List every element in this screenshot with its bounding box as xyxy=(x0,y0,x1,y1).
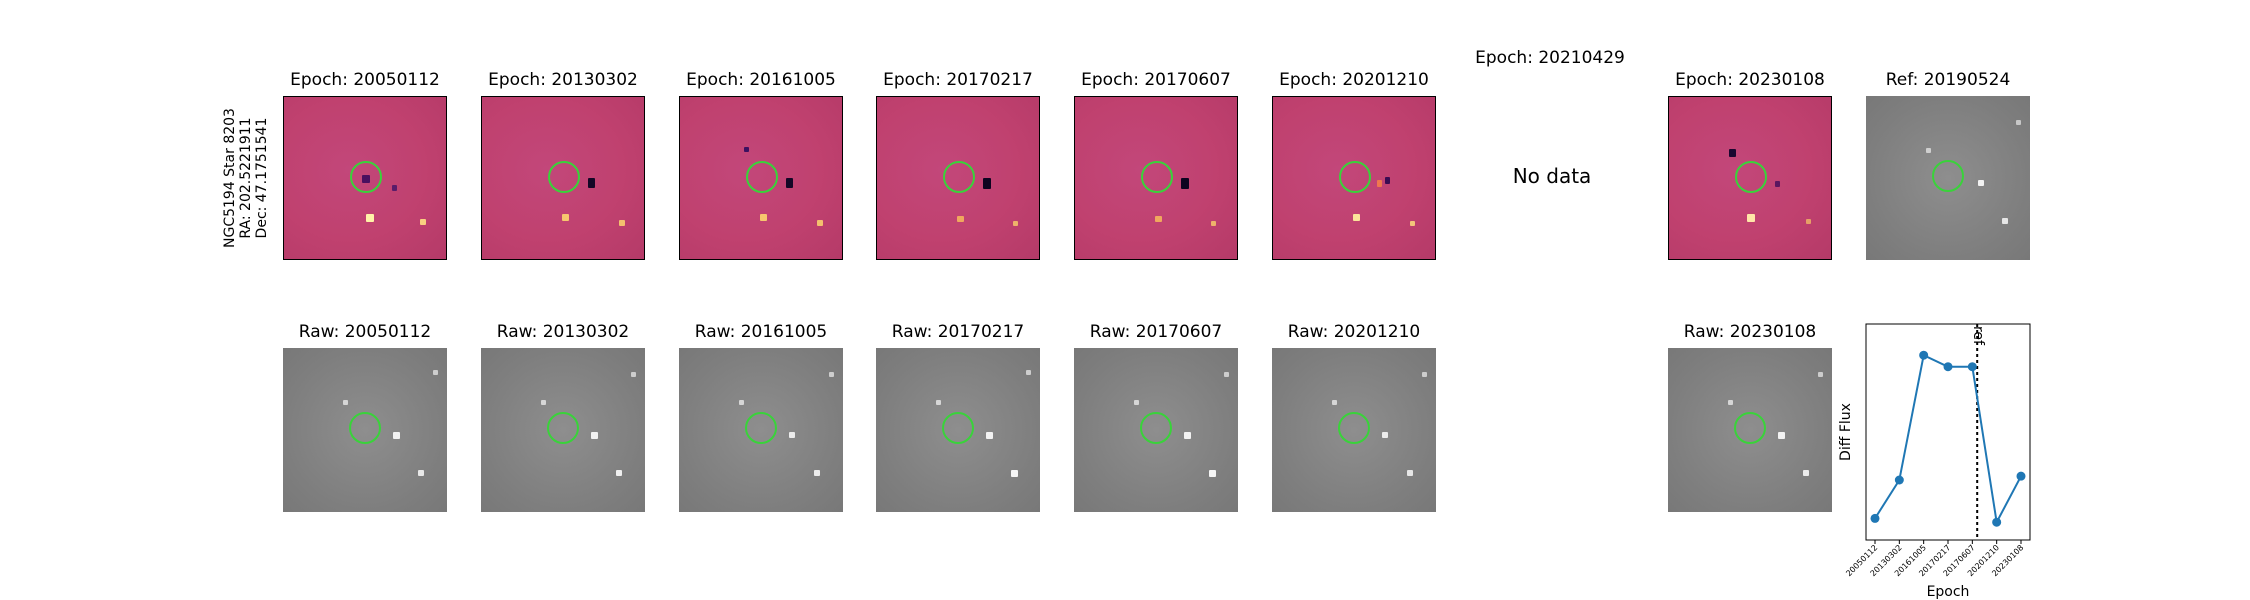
diff-image-3 xyxy=(679,96,843,260)
diff-title-6: Epoch: 20201210 xyxy=(1279,70,1429,90)
raw-image-6 xyxy=(1272,348,1436,512)
raw-title-2: Raw: 20130302 xyxy=(496,322,630,342)
star-name: NGC5194 Star 8203 xyxy=(222,108,238,248)
light-curve-chart: ref 200501122013030220161005201702172017… xyxy=(1838,323,2031,600)
data-point xyxy=(1992,517,2002,527)
ref-title: Ref: 20190524 xyxy=(1885,70,2011,90)
diff-title-5: Epoch: 20170607 xyxy=(1081,70,1231,90)
raw-title-7: Raw: 20230108 xyxy=(1683,322,1817,342)
raw-image-4 xyxy=(876,348,1040,512)
flux-line xyxy=(1874,353,2022,526)
data-point xyxy=(1894,475,1904,485)
raw-title-3: Raw: 20161005 xyxy=(694,322,828,342)
raw-title-4: Raw: 20170217 xyxy=(891,322,1025,342)
diff-image-2 xyxy=(481,96,645,260)
diff-title-7: Epoch: 20210429 xyxy=(1475,48,1625,68)
raw-title-6: Raw: 20201210 xyxy=(1287,322,1421,342)
star-dec: Dec: 47.1751541 xyxy=(254,117,270,239)
diff-title-2: Epoch: 20130302 xyxy=(488,70,638,90)
raw-title-1: Raw: 20050112 xyxy=(298,322,432,342)
ref-label: ref xyxy=(1970,326,1986,346)
data-point xyxy=(2016,471,2026,481)
star-ra: RA: 202.5221911 xyxy=(238,117,254,239)
diff-image-6 xyxy=(1272,96,1436,260)
no-data-label: No data xyxy=(1512,164,1592,188)
diff-image-8 xyxy=(1668,96,1832,260)
data-point xyxy=(1943,362,1953,372)
diff-title-1: Epoch: 20050112 xyxy=(290,70,440,90)
diff-title-8: Epoch: 20230108 xyxy=(1675,70,1825,90)
raw-image-1 xyxy=(283,348,447,512)
star-info-label: NGC5194 Star 8203 RA: 202.5221911 Dec: 4… xyxy=(222,108,270,248)
data-point xyxy=(1967,362,1977,372)
data-point xyxy=(1870,513,1880,523)
raw-image-5 xyxy=(1074,348,1238,512)
diff-title-3: Epoch: 20161005 xyxy=(686,70,836,90)
ref-image xyxy=(1866,96,2030,260)
diff-image-5 xyxy=(1074,96,1238,260)
raw-image-3 xyxy=(679,348,843,512)
diff-title-4: Epoch: 20170217 xyxy=(883,70,1033,90)
diff-image-4 xyxy=(876,96,1040,260)
y-axis-label: Diff Flux xyxy=(1838,403,1854,461)
diff-image-1 xyxy=(283,96,447,260)
raw-image-7 xyxy=(1668,348,1832,512)
x-axis-label: Epoch xyxy=(1927,584,1970,600)
raw-title-5: Raw: 20170607 xyxy=(1089,322,1223,342)
raw-image-2 xyxy=(481,348,645,512)
data-point xyxy=(1919,350,1929,360)
